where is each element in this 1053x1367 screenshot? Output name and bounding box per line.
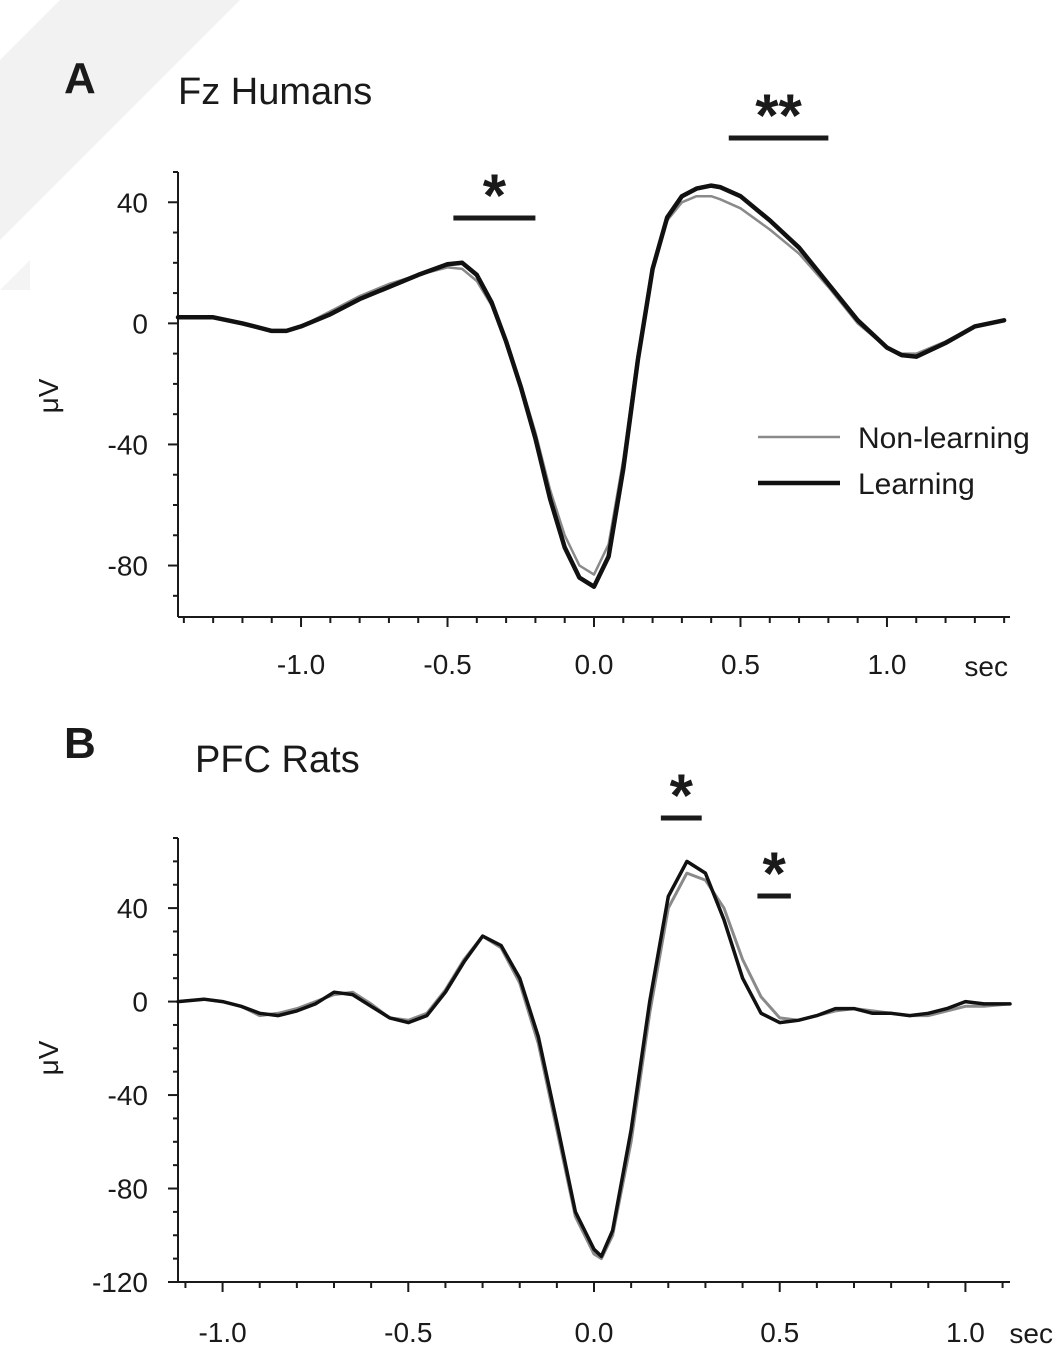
panel-b-ylabel: μV [33,1040,64,1075]
panel-a-y-tick-label: -80 [108,551,148,582]
panel-a-title: Fz Humans [178,71,372,113]
panel-b-y-tick-label: -120 [92,1267,148,1298]
panel-a-xunit: sec [964,651,1008,682]
panel-b-y-tick-label: 40 [117,893,148,924]
panel-b-y-tick-label: -80 [108,1174,148,1205]
panel-a-series-learning [175,183,1007,589]
panel-a-x-tick-label: 0.0 [575,649,614,680]
panel-b: B PFC Rats μV sec 40 0 -40 -80 -120 -1.0 -0.5 0… [33,719,1053,1349]
significance-star: ** [755,82,802,149]
panel-b-x-tick-label: -0.5 [384,1317,432,1348]
panel-b-x-tick-label: -1.0 [198,1317,246,1348]
panel-b-letter: B [64,719,96,768]
panel-b-xunit: sec [1009,1318,1053,1349]
panel-b-series-non-learning [176,871,1012,1261]
panel-a-y-tick-label: 0 [132,308,148,339]
panel-b-y-tick-label: -40 [108,1080,148,1111]
legend-label-non-learning: Non-learning [858,422,1030,455]
panel-a-x-tick-label: 0.5 [721,649,760,680]
panel-a-y-tick-label: -40 [108,429,148,460]
panel-a-x-tick-label: -0.5 [423,649,471,680]
panel-b-series-learning [176,859,1012,1259]
panel-b-x-tick-label: 0.0 [575,1317,614,1348]
panel-a-series-non-learning [176,194,1006,576]
significance-star: * [483,162,507,229]
legend: Non-learning Learning [758,422,1030,501]
legend-label-learning: Learning [858,468,975,501]
panel-a-ylabel: μV [33,378,64,413]
panel-b-x-tick-label: 1.0 [946,1317,985,1348]
panel-b-y-tick-label: 0 [132,987,148,1018]
panel-a-y-tick-label: 40 [117,187,148,218]
panel-a-letter: A [64,54,96,103]
significance-star: * [762,840,786,907]
panel-b-title: PFC Rats [195,739,360,781]
panel-b-x-tick-label: 0.5 [760,1317,799,1348]
panel-a: A Fz Humans μV sec Non-learning Learning… [33,54,1030,682]
panel-a-x-tick-label: -1.0 [277,649,325,680]
panel-a-x-tick-label: 1.0 [867,649,906,680]
significance-star: * [670,762,694,829]
